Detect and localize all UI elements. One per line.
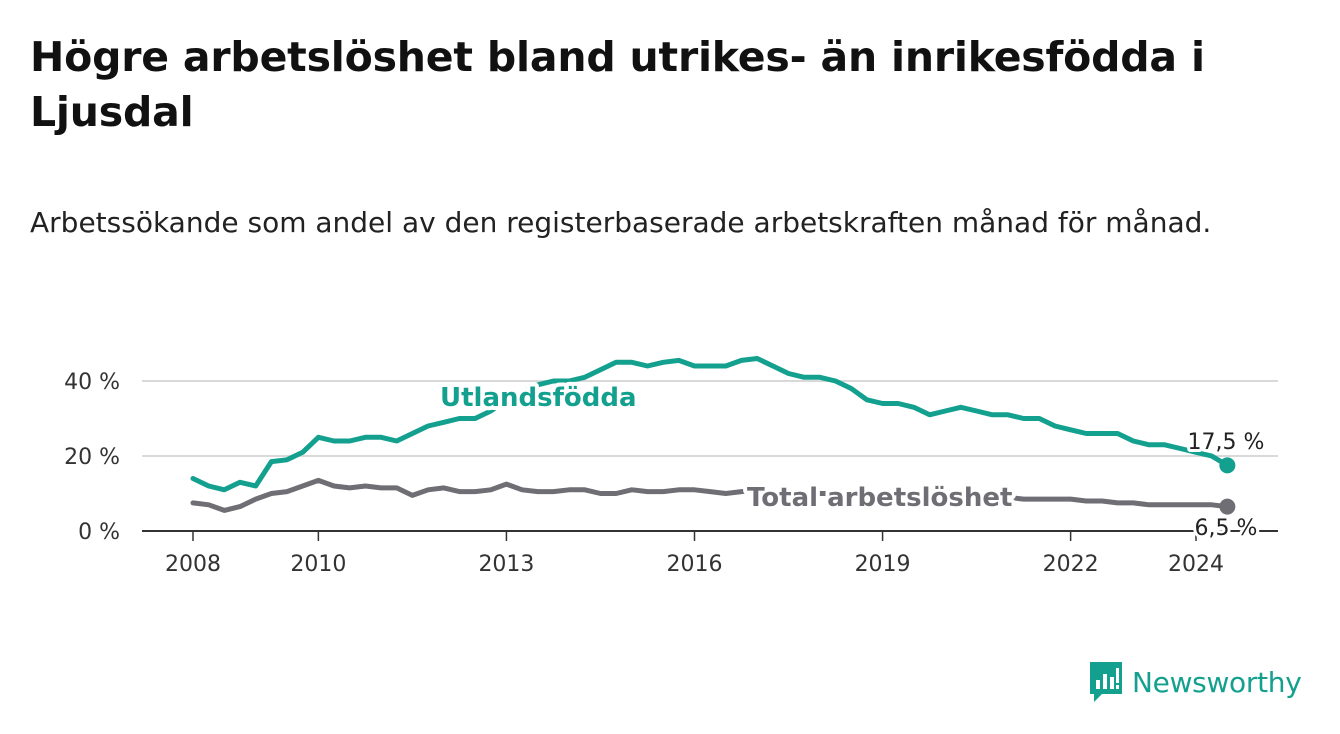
end-label-utlandsfodda-halo: 17,5 % [1188, 430, 1265, 455]
y-tick-label: 0 % [78, 520, 120, 545]
end-label-utlandsfodda: 17,5 % [1188, 430, 1265, 455]
x-tick-label: 2013 [478, 552, 534, 577]
bar-chart-icon [1090, 662, 1122, 702]
end-point-total [1219, 498, 1236, 515]
x-tick-label: 2024 [1168, 552, 1224, 577]
x-tick-label: 2019 [855, 552, 911, 577]
series-line-utlandsfodda [190, 356, 1230, 493]
series-label-total: Total arbetslöshet [747, 483, 1012, 513]
series-label-utlandsfodda-halo: Utlandsfödda [440, 383, 637, 413]
x-tick-label: 2016 [667, 552, 723, 577]
end-label-total-halo: 6,5 % [1195, 516, 1258, 541]
series-lines [190, 356, 1236, 515]
series-label-utlandsfodda: Utlandsfödda [440, 383, 637, 413]
chart-subtitle: Arbetssökande som andel av den registerb… [30, 206, 1212, 239]
y-tick-label: 40 % [64, 370, 120, 395]
brand-name: Newsworthy [1132, 665, 1302, 699]
chart-title: Högre arbetslöshet bland utrikes- än inr… [30, 33, 1205, 136]
line-chart: 0 % 20 % 40 % 2008 2010 2013 2016 2019 2022 2024… [64, 356, 1278, 577]
newsworthy-logo: Newsworthy [1088, 660, 1302, 704]
x-axis-ticks: 2008 2010 2013 2016 2019 2022 2024 [165, 531, 1224, 577]
x-tick-label: 2022 [1043, 552, 1099, 577]
x-tick-label: 2008 [165, 552, 221, 577]
series-line-total [190, 477, 1230, 513]
y-axis-ticks: 0 % 20 % 40 % [64, 370, 120, 545]
end-label-total: 6,5 % [1195, 516, 1258, 541]
x-tick-label: 2010 [290, 552, 346, 577]
series-label-total-halo: Total arbetslöshet [747, 483, 1012, 513]
y-tick-label: 20 % [64, 445, 120, 470]
gridlines [142, 380, 1278, 532]
end-point-utlandsfodda [1219, 457, 1236, 474]
